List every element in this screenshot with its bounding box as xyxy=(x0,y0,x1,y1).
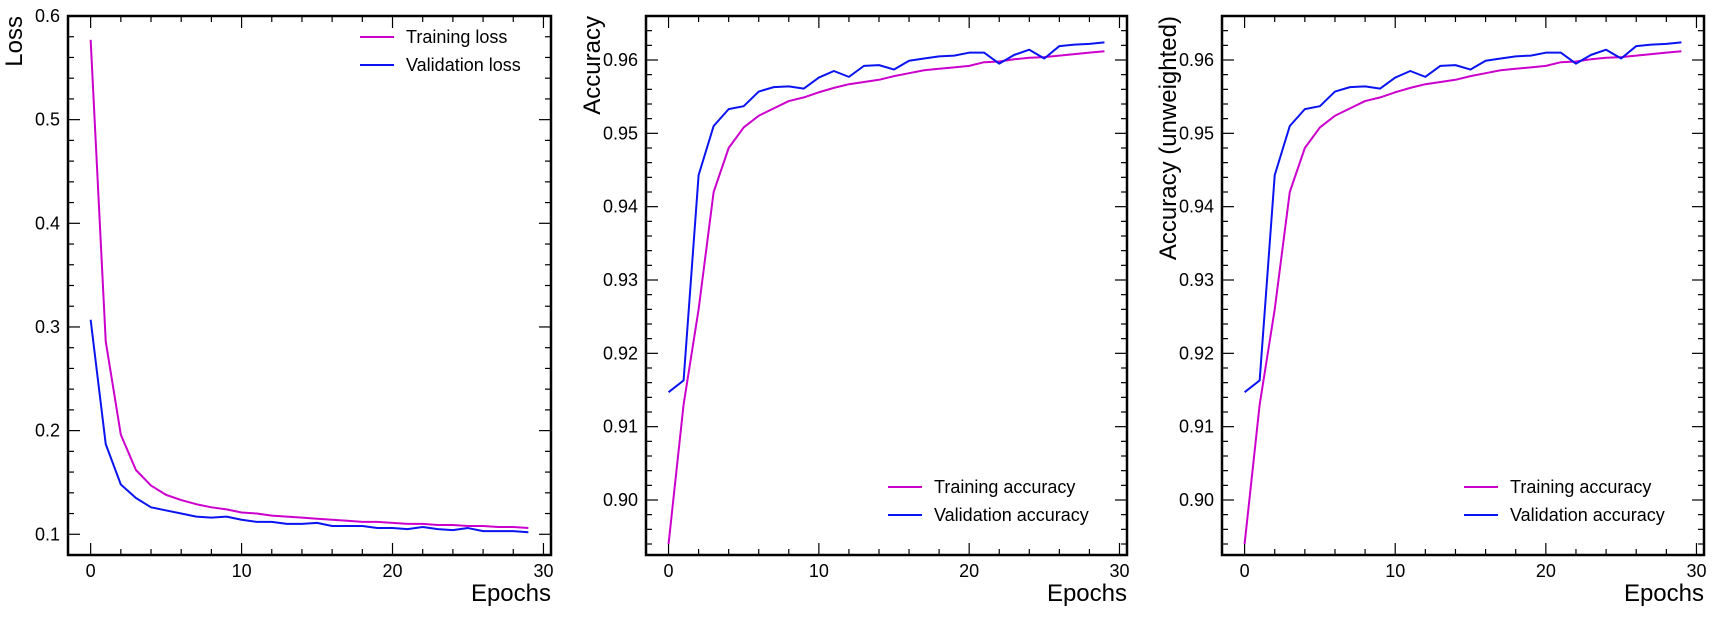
x-tick-label: 0 xyxy=(86,561,96,581)
y-tick-label: 0.6 xyxy=(35,6,60,26)
axes-frame xyxy=(644,14,1129,557)
x-axis-label: Epochs xyxy=(1624,580,1704,607)
y-tick-label: 0.95 xyxy=(603,123,638,143)
y-axis-label: Accuracy (unweighted) xyxy=(1155,16,1182,260)
y-tick-label: 0.90 xyxy=(1179,490,1214,510)
y-tick-label: 0.1 xyxy=(35,524,60,544)
y-axis-label: Accuracy xyxy=(579,16,606,115)
series-line-training xyxy=(1243,50,1682,545)
y-tick-label: 0.5 xyxy=(35,110,60,130)
axis-ticks xyxy=(1222,15,1704,555)
y-tick-label: 0.90 xyxy=(603,490,638,510)
legend-label: Training accuracy xyxy=(1510,477,1651,497)
y-tick-label: 0.96 xyxy=(1179,50,1214,70)
x-tick-label: 20 xyxy=(1536,561,1556,581)
x-tick-label: 0 xyxy=(664,561,674,581)
x-axis-label: Epochs xyxy=(471,580,551,607)
series-line-training xyxy=(667,50,1105,545)
axis-ticks xyxy=(646,15,1127,555)
legend-label: Validation accuracy xyxy=(1510,505,1665,525)
x-tick-label: 0 xyxy=(1240,561,1250,581)
legend-label: Validation loss xyxy=(406,55,521,75)
chart-panel-2: 0 10 20 30 0.90 0.91 0.92 0.93 0.94 0.95 0.96 Epoch… xyxy=(579,14,1130,607)
y-tick-label: 0.96 xyxy=(603,50,638,70)
axes-frame xyxy=(66,14,553,557)
x-tick-label: 30 xyxy=(1109,561,1129,581)
x-tick-label: 10 xyxy=(1385,561,1405,581)
y-tick-label: 0.92 xyxy=(603,343,638,363)
series-line-validation xyxy=(667,41,1105,393)
y-tick-label: 0.93 xyxy=(1179,270,1214,290)
x-tick-label: 10 xyxy=(809,561,829,581)
y-tick-label: 0.91 xyxy=(603,417,638,437)
series-line-training xyxy=(89,39,529,530)
legend-label: Training accuracy xyxy=(934,477,1075,497)
x-tick-label: 20 xyxy=(959,561,979,581)
x-tick-label: 10 xyxy=(232,561,252,581)
axes-frame xyxy=(1220,14,1706,557)
legend: Training loss Validation loss xyxy=(360,27,521,75)
y-tick-label: 0.94 xyxy=(1179,197,1214,217)
x-tick-label: 20 xyxy=(383,561,403,581)
y-axis-label: Loss xyxy=(1,16,28,67)
y-tick-label: 0.2 xyxy=(35,421,60,441)
series-line-validation xyxy=(1243,41,1682,393)
y-tick-label: 0.91 xyxy=(1179,417,1214,437)
y-tick-label: 0.95 xyxy=(1179,123,1214,143)
x-axis-label: Epochs xyxy=(1047,580,1127,607)
legend-label: Validation accuracy xyxy=(934,505,1089,525)
chart-panel-3: 0 10 20 30 0.90 0.91 0.92 0.93 0.94 0.95 0.96 Epoch… xyxy=(1155,14,1706,607)
legend: Training accuracy Validation accuracy xyxy=(1464,477,1665,525)
x-tick-label: 30 xyxy=(1686,561,1706,581)
legend-label: Training loss xyxy=(406,27,507,47)
y-tick-label: 0.94 xyxy=(603,197,638,217)
y-tick-label: 0.92 xyxy=(1179,343,1214,363)
y-tick-label: 0.93 xyxy=(603,270,638,290)
y-tick-label: 0.4 xyxy=(35,213,60,233)
series-line-validation xyxy=(89,319,529,534)
x-tick-label: 30 xyxy=(533,561,553,581)
legend: Training accuracy Validation accuracy xyxy=(888,477,1089,525)
chart-panel-1: 0 10 20 30 0.1 0.2 0.3 0.4 0.5 0.6 Epochs Loss Train… xyxy=(1,6,553,607)
y-tick-label: 0.3 xyxy=(35,317,60,337)
